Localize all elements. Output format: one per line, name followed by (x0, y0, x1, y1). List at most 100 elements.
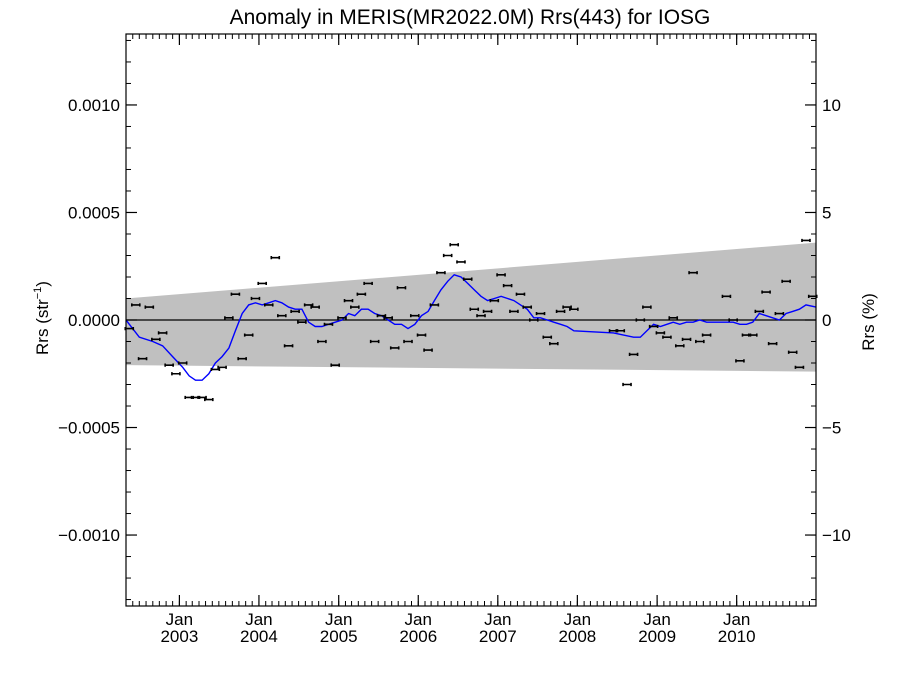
data-point (569, 307, 579, 311)
data-point (403, 339, 413, 344)
x-tick-month-label: Jan (405, 610, 432, 629)
data-point (144, 305, 155, 309)
data-point (801, 238, 811, 243)
data-point (323, 322, 334, 326)
data-point (648, 324, 659, 329)
x-tick-month-label: Jan (325, 610, 352, 629)
plot-area: 0.0010 0.0005 0.0000 −0.0005 −0.0010 10 5 0 −5 −1… (58, 33, 851, 646)
data-point (369, 339, 380, 344)
y-left-tick-label: 0.0005 (68, 203, 120, 222)
data-point (728, 318, 738, 322)
x-tick-year-label: 2007 (479, 627, 517, 646)
data-point (774, 311, 785, 316)
data-point (635, 318, 646, 322)
x-tick-year-label: 2009 (638, 627, 676, 646)
data-point (688, 271, 698, 275)
data-point (303, 303, 314, 307)
data-point (747, 333, 758, 337)
data-point (767, 342, 778, 346)
data-point (476, 314, 486, 318)
y-right-tick-label: 5 (822, 203, 831, 222)
data-point (416, 333, 427, 337)
data-point (502, 283, 513, 288)
smoothed-anomaly-line (125, 274, 817, 381)
data-point (257, 281, 268, 286)
data-point (277, 314, 287, 318)
x-tick-month-label: Jan (245, 610, 272, 629)
data-point (456, 260, 466, 264)
data-point (528, 318, 539, 322)
data-point (429, 303, 440, 307)
data-point (124, 327, 135, 331)
data-point (562, 305, 572, 309)
data-point (674, 344, 685, 348)
data-point (164, 363, 174, 367)
data-point (542, 335, 553, 339)
data-point (383, 316, 393, 320)
data-point (317, 339, 327, 344)
y-axis-left-label: Rrs (str−1) (32, 281, 52, 355)
data-point (701, 333, 712, 337)
data-point (151, 337, 161, 341)
y-right-tick-label: −10 (822, 526, 851, 545)
data-point (356, 292, 367, 296)
data-point (409, 314, 420, 318)
data-point (668, 316, 679, 320)
data-point (131, 303, 141, 307)
data-point (489, 299, 500, 303)
data-point (343, 299, 354, 303)
data-point (436, 271, 446, 275)
y-left-tick-label: −0.0005 (58, 419, 120, 438)
data-point (290, 309, 300, 313)
data-point (807, 294, 818, 298)
y-left-tick-label: −0.0010 (58, 526, 120, 545)
data-point (197, 395, 207, 400)
x-tick-month-label: Jan (166, 610, 193, 629)
x-tick-year-label: 2010 (718, 627, 756, 646)
data-point (681, 337, 692, 341)
y-left-tick-label: 0.0000 (68, 311, 120, 330)
data-point (297, 320, 307, 324)
data-point (204, 397, 214, 402)
x-tick-year-label: 2003 (160, 627, 198, 646)
data-point (754, 309, 765, 313)
y-right-tick-label: −5 (822, 419, 841, 438)
data-point (243, 333, 254, 337)
data-point (177, 361, 188, 365)
data-point (250, 296, 261, 301)
data-point (695, 339, 705, 344)
data-point (449, 243, 460, 247)
data-point (721, 294, 732, 298)
data-point (794, 365, 805, 369)
x-tick-year-label: 2008 (558, 627, 596, 646)
data-point (396, 286, 407, 290)
y-axis-left-label-main: Rrs (str (33, 299, 52, 355)
data-point (224, 316, 234, 320)
data-point (363, 281, 373, 286)
data-point (423, 348, 433, 352)
data-point (376, 314, 387, 318)
data-point (469, 307, 480, 311)
uncertainty-band (126, 242, 816, 372)
y-right-tick-label: 0 (822, 311, 831, 330)
data-point (535, 311, 546, 316)
data-point (522, 305, 533, 309)
data-point (555, 309, 566, 313)
data-point (330, 363, 341, 367)
data-point (137, 357, 148, 361)
x-tick-month-label: Jan (484, 610, 511, 629)
data-point (761, 290, 771, 294)
data-point (515, 292, 526, 296)
x-tick-month-label: Jan (643, 610, 670, 629)
chart-title: Anomaly in MERIS(MR2022.0M) Rrs(443) for… (230, 6, 711, 29)
data-point (270, 256, 281, 260)
data-point (263, 303, 274, 307)
y-axis-left-label-close: ) (33, 281, 52, 287)
data-point (310, 305, 320, 309)
data-point (549, 342, 559, 346)
data-point (389, 346, 400, 350)
data-point (642, 305, 652, 309)
x-tick-month-label: Jan (723, 610, 750, 629)
y-axis-right-label: Rrs (%) (859, 293, 878, 351)
